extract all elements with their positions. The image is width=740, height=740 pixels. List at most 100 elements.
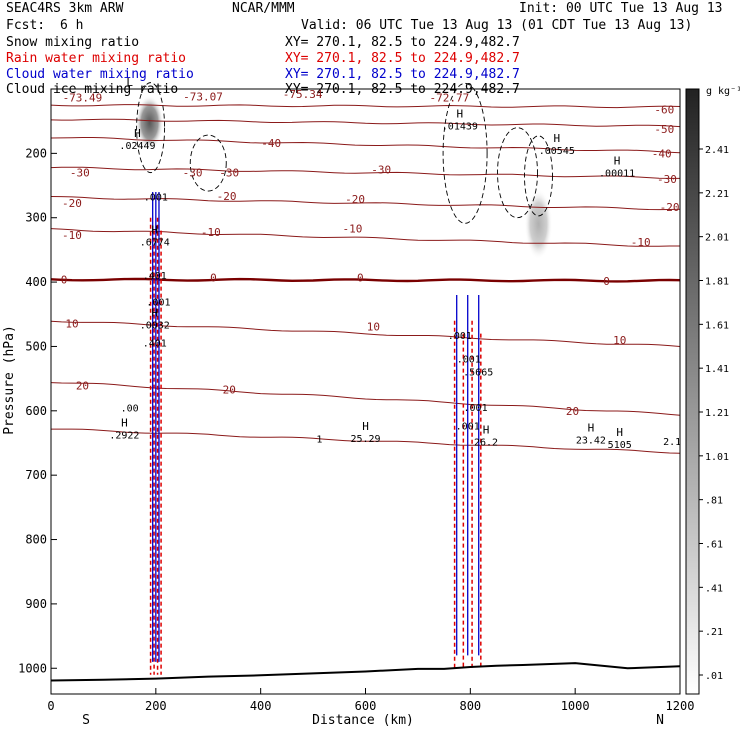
cloud-ice-contour <box>497 127 538 219</box>
colorbar-tick-label: 2.21 <box>705 189 729 200</box>
colorbar-scale <box>685 88 700 695</box>
plot-frame <box>50 88 681 695</box>
extremum-value-label: .401 <box>143 271 167 282</box>
axes: 0 200 400 600 800 1000 12002003004005006007008… <box>18 146 694 713</box>
isotherm-label: 10 <box>367 320 380 333</box>
terrain-surface <box>50 662 681 682</box>
fcst-value: 6 h <box>60 18 83 33</box>
center-label: NCAR/MMM <box>232 1 295 16</box>
microphysics-contours <box>136 82 553 675</box>
colorbar-tick-label: 1.01 <box>705 452 729 463</box>
legend-label-cloud-water: Cloud water mixing ratio <box>6 67 194 82</box>
isotherm-label: -75.34 <box>283 88 323 101</box>
extremum-value-label: .001 <box>146 297 170 308</box>
isotherm-label: -30 <box>657 173 677 186</box>
y-tick-label: 1000 <box>18 661 47 675</box>
isotherm-label: -72.77 <box>429 91 469 104</box>
isotherm-label: -20 <box>345 193 365 206</box>
extremum-marker: H <box>362 420 369 433</box>
isotherm-label: -10 <box>201 226 221 239</box>
extremum-marker: H <box>134 127 141 140</box>
isotherm-label: -50 <box>654 123 674 136</box>
cloud-ice-contour <box>136 82 166 174</box>
isotherm-line <box>50 118 681 128</box>
colorbar-tick-label: .61 <box>705 540 723 551</box>
isotherm-label: -20 <box>217 190 237 203</box>
extremum-value-label: .0032 <box>140 320 170 331</box>
isotherm-label: -60 <box>654 104 674 117</box>
extremum-value-label: .001 <box>456 422 480 433</box>
cloud-ice-contour <box>189 134 227 192</box>
x-tick-label: 200 <box>145 699 167 713</box>
isotherm-label: -10 <box>342 223 362 236</box>
colorbar-tick-label: .41 <box>705 583 723 594</box>
extremum-value-label: 26.2 <box>474 438 498 449</box>
isotherm-label: 0 <box>357 272 364 285</box>
x-end-label-north: N <box>656 713 664 728</box>
legend-xy-snow: XY= 270.1, 82.5 to 224.9,482.7 <box>285 35 520 50</box>
extremum-value-label: .02449 <box>119 141 155 152</box>
colorbar-tick-label: 1.21 <box>705 408 729 419</box>
init-time: Init: 00 UTC Tue 13 Aug 13 <box>519 1 723 16</box>
extremum-value-label: 1 <box>316 434 322 445</box>
cloud-ice-contour <box>524 135 553 217</box>
extremum-marker: H <box>483 424 490 437</box>
colorbar-tick-label: 1.41 <box>705 364 729 375</box>
colorbar-tick-label: 1.81 <box>705 277 729 288</box>
colorbar-tick-label: .81 <box>705 496 723 507</box>
isotherm-label: -30 <box>371 163 391 176</box>
extremum-value-label: .00545 <box>539 146 575 157</box>
extremum-marker: H <box>554 132 561 145</box>
extremum-value-label: 25.29 <box>350 434 380 445</box>
extremum-value-label: 23.42 <box>576 436 606 447</box>
isotherm-label: -40 <box>261 137 281 150</box>
fcst-label: Fcst: <box>6 18 45 33</box>
y-tick-label: 800 <box>25 533 47 547</box>
isotherm-line <box>50 104 681 109</box>
y-axis-label: Pressure (hPa) <box>2 325 17 435</box>
valid-time: Valid: 06 UTC Tue 13 Aug 13 (01 CDT Tue … <box>301 18 692 33</box>
extremum-marker: H <box>121 417 128 430</box>
x-tick-label: 1200 <box>666 699 695 713</box>
isotherm-label: -20 <box>660 201 680 214</box>
extremum-value-label: .2922 <box>109 431 139 442</box>
snow-region-1 <box>524 188 553 260</box>
isotherm-label: -40 <box>652 147 672 160</box>
isotherm-label: -30 <box>70 167 90 180</box>
legend-label-rain: Rain water mixing ratio <box>6 51 186 66</box>
x-tick-label: 600 <box>355 699 377 713</box>
isotherm-label: 20 <box>223 384 236 397</box>
extremum-marker: H <box>151 306 158 319</box>
x-tick-label: 800 <box>459 699 481 713</box>
y-tick-label: 400 <box>25 275 47 289</box>
extremum-value-label: .00011 <box>599 169 635 180</box>
isotherm-label: 20 <box>76 380 89 393</box>
colorbar-tick-label: 2.01 <box>705 233 729 244</box>
y-tick-label: 200 <box>25 146 47 160</box>
x-tick-label: 1000 <box>561 699 590 713</box>
isotherm-label: -10 <box>631 236 651 249</box>
extremum-marker: H <box>457 108 464 121</box>
isotherm-label: 10 <box>613 334 626 347</box>
extremum-value-label: .6774 <box>140 237 170 248</box>
legend-xy-cloud-water: XY= 270.1, 82.5 to 224.9,482.7 <box>285 67 520 82</box>
terrain-line <box>50 662 681 682</box>
extremum-value-label: .001 <box>464 403 488 414</box>
isotherm-label: 10 <box>65 317 78 330</box>
extremum-marker: H <box>614 155 621 168</box>
y-tick-label: 700 <box>25 468 47 482</box>
extremum-marker: H <box>616 426 623 439</box>
x-tick-label: 400 <box>250 699 272 713</box>
colorbar-unit: g kg⁻¹ <box>706 86 740 97</box>
x-end-label-south: S <box>82 713 90 728</box>
extremum-value-label: .401 <box>143 339 167 350</box>
x-axis-label: Distance (km) <box>312 713 414 728</box>
isotherm-label: 0 <box>210 272 217 285</box>
cloud-ice-contour <box>442 82 488 224</box>
extremum-marker: L <box>126 76 133 89</box>
isotherm-label: -30 <box>183 167 203 180</box>
isotherm-label: 20 <box>566 405 579 418</box>
isotherm-line <box>50 137 681 154</box>
isotherm-label: -30 <box>219 167 239 180</box>
